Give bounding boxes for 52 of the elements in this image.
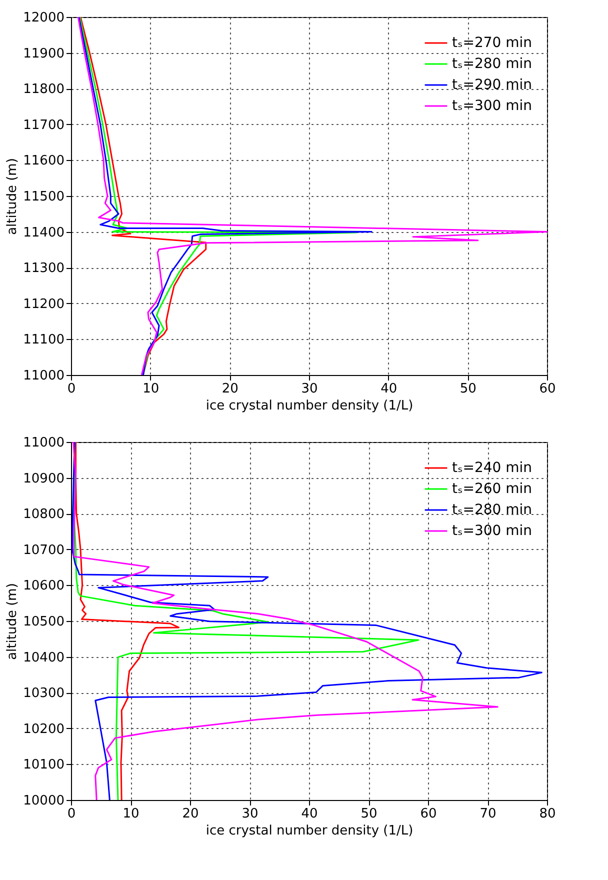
y-axis-title: altitude (m): [5, 158, 20, 235]
y-tick-label: 10800: [23, 507, 64, 522]
y-tick-label: 11100: [23, 332, 64, 348]
y-tick-label: 10700: [23, 542, 64, 558]
x-tick-label: 70: [480, 806, 496, 822]
y-tick-label: 11600: [23, 154, 64, 169]
x-tick-label: 30: [301, 382, 318, 396]
x-tick-label: 60: [420, 806, 437, 822]
x-tick-label: 0: [67, 806, 76, 822]
legend-label: tₛ=300 min: [452, 523, 532, 539]
y-tick-label: 11000: [23, 436, 64, 450]
y-tick-label: 10000: [23, 794, 64, 808]
y-tick-label: 11400: [23, 225, 64, 240]
y-tick-label: 11900: [23, 46, 64, 62]
y-tick-label: 12000: [23, 10, 64, 26]
y-tick-label: 11800: [23, 82, 64, 98]
legend-label: tₛ=300 min: [452, 98, 532, 114]
x-tick-label: 40: [380, 382, 398, 396]
y-tick-label: 10900: [23, 471, 64, 486]
x-tick-label: 20: [222, 382, 238, 396]
y-axis-title: altitude (m): [5, 583, 20, 660]
y-tick-label: 11300: [23, 261, 64, 276]
legend-label: tₛ=280 min: [452, 56, 532, 72]
line-series: [75, 441, 180, 801]
y-tick-label: 11500: [23, 190, 64, 204]
x-tick-label: 0: [67, 382, 76, 396]
y-tick-label: 11000: [23, 368, 64, 384]
x-axis-title: ice crystal number density (1/L): [206, 398, 414, 414]
x-axis-title: ice crystal number density (1/L): [206, 824, 414, 838]
line-series: [80, 16, 207, 376]
y-tick-label: 10100: [23, 758, 64, 773]
y-tick-label: 10500: [23, 614, 64, 630]
x-tick-label: 80: [539, 806, 556, 822]
y-tick-label: 10600: [23, 578, 64, 594]
legend-label: tₛ=260 min: [452, 481, 532, 497]
y-tick-label: 11200: [23, 296, 64, 312]
x-tick-label: 10: [142, 382, 160, 396]
y-tick-label: 10300: [23, 686, 64, 702]
y-tick-label: 10200: [23, 722, 64, 737]
x-tick-label: 50: [360, 806, 378, 822]
x-tick-label: 20: [182, 806, 199, 822]
y-tick-label: 10400: [23, 650, 64, 666]
x-tick-label: 60: [539, 382, 556, 396]
legend-label: tₛ=280 min: [452, 502, 532, 518]
legend-label: tₛ=290 min: [452, 77, 532, 93]
x-tick-label: 30: [242, 806, 258, 822]
x-tick-label: 40: [301, 806, 318, 822]
y-tick-label: 11700: [23, 118, 64, 133]
legend-label: tₛ=240 min: [452, 460, 532, 476]
legend-label: tₛ=270 min: [452, 35, 532, 51]
x-tick-label: 50: [460, 382, 476, 396]
x-tick-label: 10: [122, 806, 140, 822]
